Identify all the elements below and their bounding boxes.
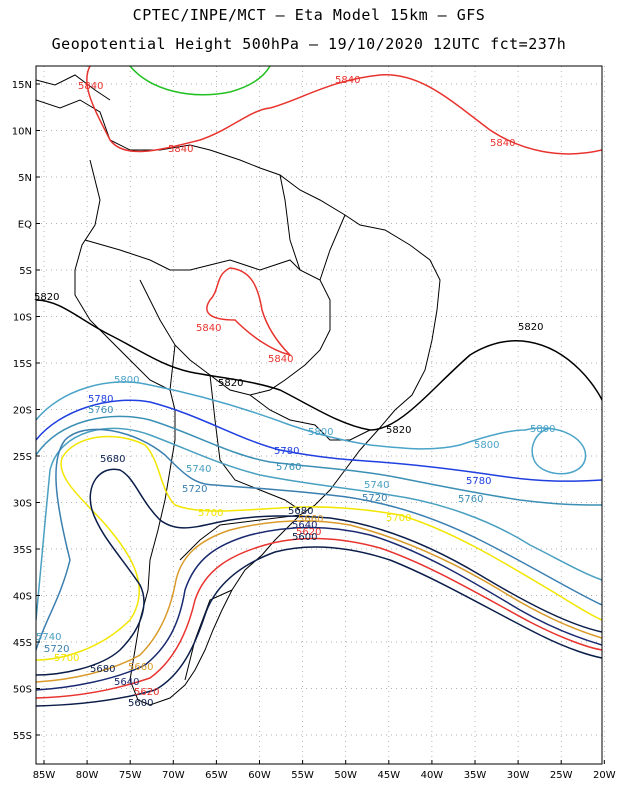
longitude-label: 60W	[248, 770, 271, 781]
contour-label: 5640	[292, 520, 317, 531]
contour-5800	[36, 381, 587, 475]
contour-label: 5780	[88, 394, 113, 405]
contour-5700	[36, 435, 602, 661]
contour-5840-north	[86, 66, 602, 155]
contour-5720	[36, 428, 602, 651]
contour-label: 5840	[268, 354, 293, 365]
longitude-labels: 85W 80W 75W 70W 65W 60W 55W 50W 45W 40W 35W 30W 25W 2…	[33, 770, 616, 781]
latitude-label: 15N	[12, 80, 32, 91]
contour-label: 5620	[296, 527, 321, 538]
contour-label: 5700	[386, 513, 411, 524]
latitude-label: 30S	[13, 499, 32, 510]
latitude-labels: 15N 10N 5N EQ 5S 10S 15S 20S 25S 30S 35S 40S 45S 50S 5…	[12, 80, 32, 742]
contour-5640	[36, 526, 602, 691]
contour-5660	[36, 520, 602, 683]
contour-label: 5780	[466, 476, 491, 487]
axis-ticks	[36, 83, 605, 764]
contour-label: 5720	[182, 484, 207, 495]
latitude-label: 5S	[19, 266, 32, 277]
contour-label: 5740	[36, 632, 61, 643]
contour-label: 5640	[114, 677, 139, 688]
longitude-label: 80W	[76, 770, 99, 781]
contour-5760	[36, 415, 602, 506]
contour-label: 5840	[335, 75, 360, 86]
contour-5780	[36, 399, 602, 482]
latitude-label: 45S	[13, 638, 32, 649]
contour-5840-inner	[206, 267, 293, 357]
contour-label: 5840	[196, 323, 221, 334]
longitude-label: 25W	[550, 770, 573, 781]
contour-5820	[36, 299, 602, 431]
latitude-label: 15S	[13, 359, 32, 370]
longitude-label: 55W	[291, 770, 314, 781]
contour-label: 5620	[134, 687, 159, 698]
latitude-label: 50S	[13, 685, 32, 696]
contour-label: 5760	[458, 494, 483, 505]
longitude-label: 70W	[162, 770, 185, 781]
longitude-label: 40W	[421, 770, 444, 781]
latitude-label: 40S	[13, 592, 32, 603]
contour-5740	[36, 427, 602, 621]
contour-label: 5800	[114, 375, 139, 386]
longitude-label: 20W	[593, 770, 616, 781]
contour-label: 5820	[386, 425, 411, 436]
contour-5620	[36, 537, 602, 699]
map-subtitle: Geopotential Height 500hPa – 19/10/2020 …	[51, 35, 567, 53]
contour-label: 5800	[308, 427, 333, 438]
contour-label: 5700	[54, 653, 79, 664]
contour-label: 5760	[276, 462, 301, 473]
contour-label: 5600	[292, 532, 317, 543]
longitude-label: 75W	[119, 770, 142, 781]
longitude-label: 65W	[205, 770, 228, 781]
contour-label: 5660	[298, 514, 323, 525]
contour-label-layer: 5840 5840 5840 5840 5840 5840 5820 5820 …	[34, 75, 555, 709]
contour-label: 5660	[128, 662, 153, 673]
contour-label: 5800	[530, 424, 555, 435]
contour-label: 5780	[274, 446, 299, 457]
contour-label: 5820	[518, 322, 543, 333]
latitude-label: 35S	[13, 545, 32, 556]
contour-label: 5840	[78, 81, 103, 92]
contour-5600	[36, 546, 602, 707]
contour-label: 5600	[128, 698, 153, 709]
contour-green-north	[129, 66, 271, 96]
latitude-label: 10N	[12, 127, 32, 138]
contour-label: 5680	[100, 454, 125, 465]
map-frame	[35, 65, 603, 765]
contour-label: 5700	[198, 508, 223, 519]
contour-label: 5720	[44, 644, 69, 655]
graticule-grid	[36, 66, 605, 764]
contour-label: 5680	[288, 506, 313, 517]
map-title: CPTEC/INPE/MCT – Eta Model 15km – GFS	[132, 6, 486, 24]
contour-label: 5740	[186, 464, 211, 475]
longitude-label: 50W	[334, 770, 357, 781]
latitude-label: 10S	[13, 313, 32, 324]
contour-label: 5760	[88, 405, 113, 416]
height-contours	[36, 66, 602, 707]
longitude-label: 85W	[33, 770, 56, 781]
contour-label: 5740	[364, 480, 389, 491]
longitude-label: 30W	[507, 770, 530, 781]
longitude-label: 45W	[377, 770, 400, 781]
latitude-label: 20S	[13, 406, 32, 417]
contour-label: 5820	[34, 292, 59, 303]
contour-label: 5720	[362, 493, 387, 504]
contour-label: 5840	[168, 144, 193, 155]
contour-label: 5820	[218, 378, 243, 389]
contour-label: 5800	[474, 440, 499, 451]
coastline-layer	[36, 74, 441, 706]
latitude-label: 55S	[13, 731, 32, 742]
latitude-label: 25S	[13, 452, 32, 463]
contour-label: 5840	[490, 138, 515, 149]
contour-label: 5680	[90, 664, 115, 675]
longitude-label: 35W	[464, 770, 487, 781]
latitude-label: 5N	[18, 173, 32, 184]
latitude-label: EQ	[18, 220, 32, 231]
contour-5680	[36, 468, 602, 676]
